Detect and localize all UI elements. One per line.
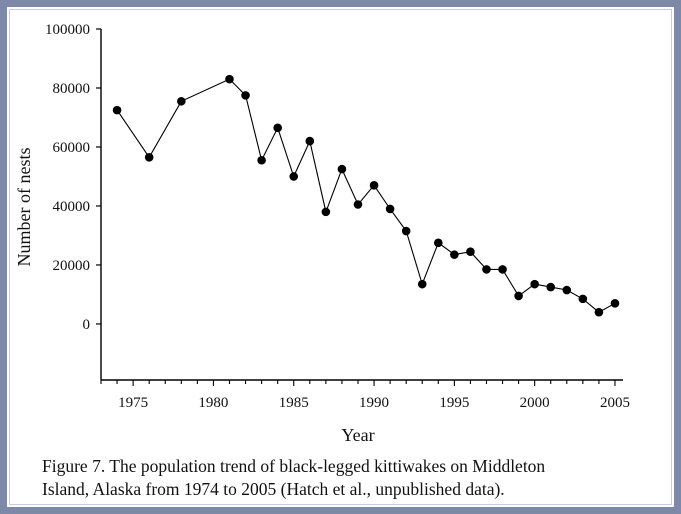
data-point [417,279,427,289]
y-tick-label: 20000 [53,258,91,274]
y-tick-label: 0 [83,317,91,333]
data-point [385,204,395,214]
x-tick-label: 1980 [198,395,228,411]
data-point [514,291,523,301]
data-point [369,181,379,190]
data-point [112,105,122,115]
y-tick-label: 40000 [53,199,91,215]
x-tick-label: 2000 [520,395,550,411]
chart-axes: 0 20000 40000 60000 80000 100000 1975 1980 1985 1… [45,22,630,411]
chart-series [112,74,620,317]
data-point [241,91,250,100]
x-tick-label: 1995 [439,395,469,411]
x-tick-label: 1975 [118,395,148,411]
figure-caption: Figure 7. The population trend of black-… [42,455,642,501]
data-point [546,282,556,292]
caption-line-2: Island, Alaska from 1974 to 2005 (Hatch … [42,479,505,499]
data-point [482,265,491,274]
data-point [498,265,507,274]
data-point [450,250,459,259]
data-point [337,164,347,174]
y-tick-label: 60000 [53,140,91,156]
data-point [578,294,588,304]
data-point [401,226,411,236]
data-point [466,247,475,256]
data-point [530,279,539,289]
data-point [594,307,604,317]
y-tick-label: 80000 [53,81,91,97]
y-axis-label: Number of nests [14,148,34,267]
data-point [321,207,331,217]
data-point [273,123,282,133]
x-tick-label: 1990 [359,395,389,411]
data-point [225,74,234,84]
data-point [305,136,315,146]
data-point [353,200,363,209]
data-point [257,155,266,165]
data-point [610,299,620,308]
data-point [177,96,186,106]
series-line [116,78,616,313]
x-axis-label: Year [341,425,374,445]
data-point [144,153,154,162]
data-point [433,238,443,248]
caption-line-1: Figure 7. The population trend of black-… [42,456,546,476]
x-tick-label: 2005 [600,395,630,411]
data-point [289,172,299,181]
x-tick-label: 1985 [279,395,309,411]
data-point [562,285,572,295]
figure-inner-border [9,9,672,505]
y-tick-label: 100000 [45,22,90,38]
